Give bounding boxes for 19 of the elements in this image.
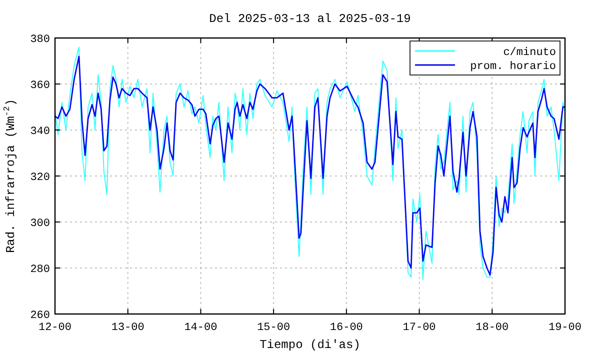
y-tick-label: 360 bbox=[30, 80, 50, 92]
x-axis-title: Tiempo (di'as) bbox=[260, 338, 360, 352]
legend-label: prom. horario bbox=[470, 61, 556, 73]
y-tick-label: 280 bbox=[30, 264, 50, 276]
x-tick-label: 17-00 bbox=[402, 322, 436, 334]
x-tick-label: 15-00 bbox=[257, 322, 290, 334]
x-tick-label: 14-00 bbox=[184, 322, 218, 334]
y-tick-label: 380 bbox=[30, 34, 50, 46]
y-tick-label: 320 bbox=[30, 172, 50, 184]
x-tick-label: 19-00 bbox=[548, 322, 582, 334]
chart-title: Del 2025-03-13 al 2025-03-19 bbox=[209, 12, 411, 26]
y-tick-label: 300 bbox=[30, 218, 50, 230]
x-tick-label: 12-00 bbox=[38, 322, 72, 334]
y-tick-label: 260 bbox=[30, 310, 50, 322]
x-tick-label: 16-00 bbox=[330, 322, 363, 334]
x-tick-label: 13-00 bbox=[111, 322, 144, 334]
y-tick-label: 340 bbox=[30, 126, 50, 138]
text: c/minuto bbox=[503, 47, 556, 59]
x-tick-label: 18-00 bbox=[476, 322, 509, 334]
